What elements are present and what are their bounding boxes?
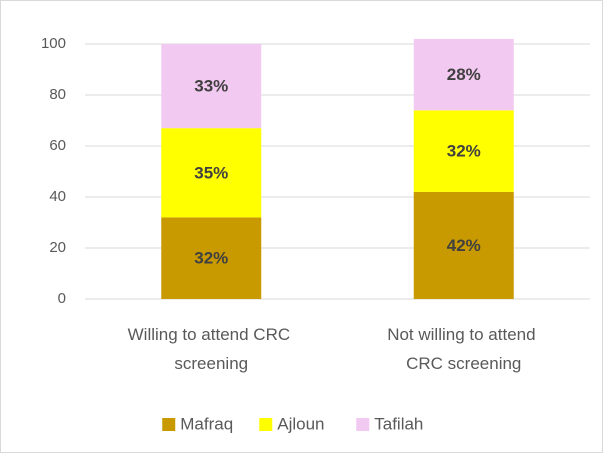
value-label: 32%: [447, 142, 481, 161]
legend-label: Ajloun: [277, 414, 324, 433]
y-tick-label: 60: [49, 137, 66, 154]
bar-segment: [413, 191, 514, 299]
legend-label: Mafraq: [180, 414, 233, 433]
bar-segment: [413, 110, 514, 192]
y-tick-label: 100: [41, 35, 66, 52]
value-label: 42%: [447, 236, 481, 255]
legend-label: Tafilah: [374, 414, 423, 433]
legend-swatch: [356, 418, 370, 431]
x-tick-label: Willing to attend CRC screening: [128, 325, 295, 373]
y-tick-label: 0: [58, 290, 66, 307]
legend-swatch: [162, 418, 176, 431]
x-tick-label: Not willing to attend CRC screening: [387, 325, 540, 373]
y-tick-label: 80: [49, 86, 66, 103]
value-label: 35%: [194, 163, 228, 182]
value-label: 32%: [194, 249, 228, 268]
value-label: 33%: [194, 77, 228, 96]
bar-segment: [413, 38, 514, 111]
y-tick-label: 40: [49, 188, 66, 205]
y-tick-label: 20: [49, 239, 66, 256]
bar-segment: [161, 128, 262, 218]
legend-swatch: [259, 418, 273, 431]
bar-segment: [161, 217, 262, 299]
bar-segment: [161, 44, 262, 129]
value-label: 28%: [447, 65, 481, 84]
